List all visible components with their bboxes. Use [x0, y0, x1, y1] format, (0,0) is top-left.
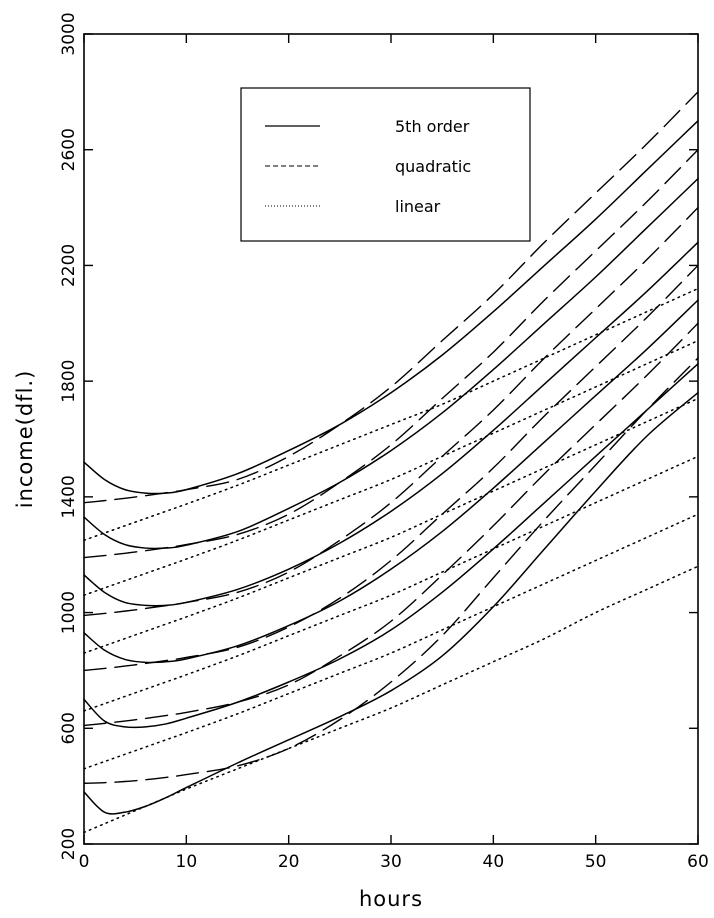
- series-line-dashed-5: [83, 322, 699, 727]
- y-tick-label: 2200: [59, 244, 79, 287]
- x-tick-label: 10: [176, 852, 198, 872]
- series-line-dashed-3: [83, 206, 699, 617]
- y-tick-label: 2600: [59, 128, 79, 171]
- x-tick-label: 60: [687, 852, 709, 872]
- y-axis-title: income(dfl.): [13, 370, 37, 509]
- series-line-solid-4: [83, 299, 699, 664]
- curves: [83, 91, 699, 834]
- y-tick-label: 200: [59, 828, 79, 860]
- series-line-dashed-2: [83, 149, 699, 559]
- y-tick-label: 1800: [59, 360, 79, 403]
- legend-label-5th-order: 5th order: [395, 117, 470, 136]
- series-line-dotted-3: [83, 397, 699, 654]
- series-line-solid-3: [83, 241, 699, 607]
- x-tick-label: 30: [380, 852, 402, 872]
- series-line-dashed-4: [83, 264, 699, 672]
- series-line-dashed-1: [83, 91, 699, 504]
- series-line-solid-5: [83, 363, 699, 729]
- axes: 0 10 20 30 40 50 60 200 600 1000 1400 1800 2200 2600 3…: [59, 12, 709, 872]
- y-tick-label: 3000: [59, 12, 79, 55]
- x-tick-label: 40: [483, 852, 505, 872]
- x-tick-label: 20: [278, 852, 300, 872]
- series-line-dotted-6: [83, 565, 699, 834]
- x-tick-label: 0: [79, 852, 90, 872]
- series-line-dashed-6: [83, 357, 699, 784]
- series-line-dotted-5: [83, 513, 699, 770]
- y-tick-label: 1000: [59, 591, 79, 634]
- series-line-dotted-2: [83, 339, 699, 596]
- y-tick-label: 1400: [59, 475, 79, 518]
- legend-label-quadratic: quadratic: [395, 157, 471, 176]
- series-line-solid-2: [83, 177, 699, 550]
- legend-label-linear: linear: [395, 197, 441, 216]
- series-line-solid-6: [83, 391, 699, 815]
- y-tick-label: 600: [59, 712, 79, 744]
- series-line-solid-1: [83, 120, 699, 495]
- legend-box: [240, 87, 531, 242]
- x-tick-label: 50: [585, 852, 607, 872]
- series-line-dotted-1: [83, 287, 699, 541]
- series-line-dotted-4: [83, 455, 699, 712]
- legend: 5th order quadratic linear: [240, 87, 531, 242]
- x-axis-title: hours: [359, 887, 423, 911]
